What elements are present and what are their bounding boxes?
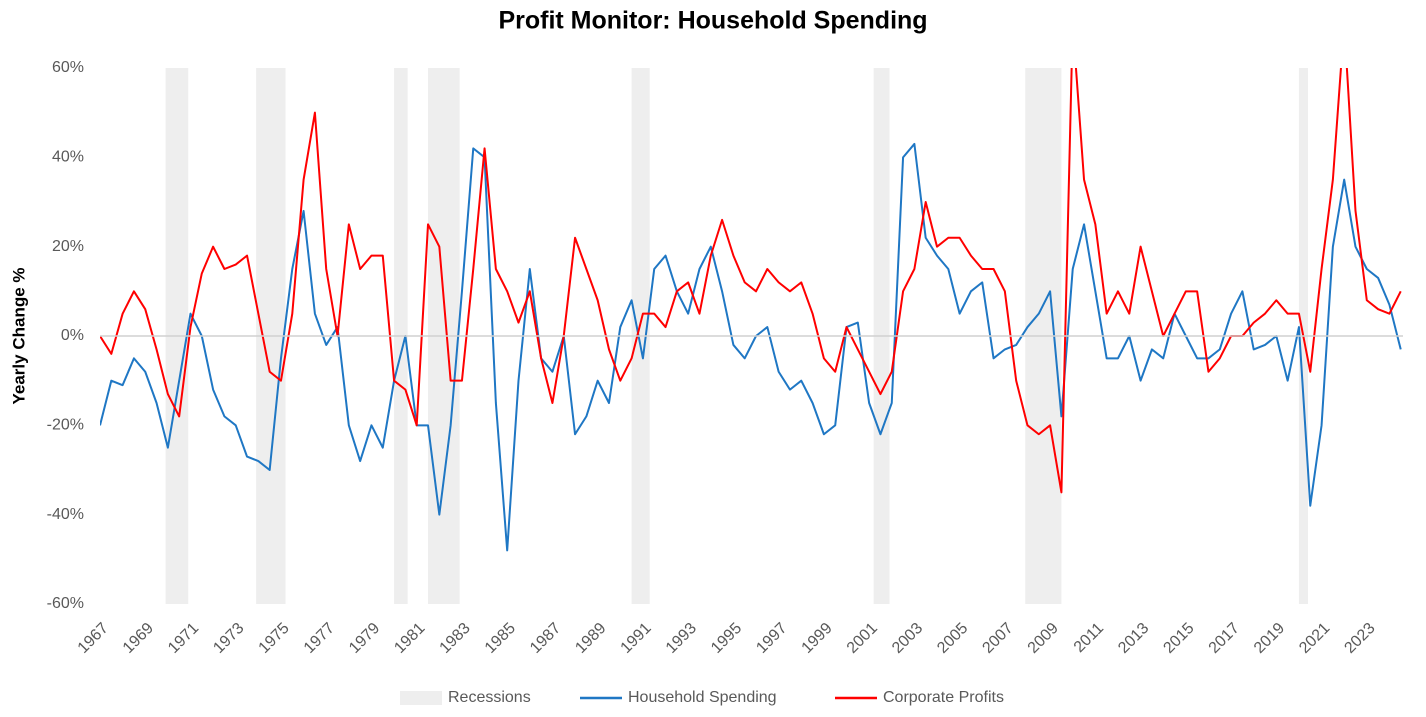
x-tick-label: 1989: [572, 620, 609, 657]
x-tick-label: 1993: [663, 620, 700, 657]
y-tick-label: 0%: [61, 327, 84, 344]
x-tick-label: 2005: [934, 620, 971, 657]
x-tick-label: 2023: [1341, 620, 1378, 657]
y-tick-label: -60%: [47, 595, 84, 612]
x-tick-label: 2003: [889, 620, 926, 657]
x-tick-label: 1981: [391, 620, 428, 657]
series-line: [100, 68, 1402, 494]
legend-label: Corporate Profits: [883, 689, 1004, 706]
x-tick-label: 1967: [75, 620, 112, 657]
plot-area: [100, 68, 1402, 604]
y-tick-label: 20%: [52, 238, 84, 255]
x-tick-label: 2017: [1206, 620, 1243, 657]
y-tick-label: 60%: [52, 59, 84, 76]
y-axis-label: Yearly Change %: [9, 267, 28, 404]
x-tick-label: 1975: [256, 620, 293, 657]
x-tick-label: 1991: [618, 620, 655, 657]
x-tick-label: 2015: [1160, 620, 1197, 657]
series-line: [100, 142, 1402, 552]
x-tick-label: 2013: [1115, 620, 1152, 657]
x-tick-label: 2009: [1025, 620, 1062, 657]
x-tick-label: 1979: [346, 620, 383, 657]
x-tick-label: 1999: [799, 620, 836, 657]
x-tick-label: 2001: [844, 620, 881, 657]
legend-label: Household Spending: [628, 689, 777, 706]
y-tick-label: -20%: [47, 417, 84, 434]
x-tick-label: 1995: [708, 620, 745, 657]
x-tick-label: 2011: [1071, 620, 1107, 656]
x-tick-label: 1983: [437, 620, 474, 657]
y-tick-label: -40%: [47, 506, 84, 523]
legend-swatch: [400, 691, 442, 705]
x-tick-label: 1997: [753, 620, 790, 657]
x-tick-label: 1969: [120, 620, 157, 657]
x-tick-label: 2007: [979, 620, 1016, 657]
x-tick-label: 2019: [1251, 620, 1288, 657]
x-tick-label: 1987: [527, 620, 564, 657]
legend-label: Recessions: [448, 689, 531, 706]
chart-title: Profit Monitor: Household Spending: [498, 7, 927, 35]
y-tick-label: 40%: [52, 149, 84, 166]
x-tick-label: 1977: [301, 620, 338, 657]
x-tick-label: 2021: [1296, 620, 1333, 657]
x-tick-label: 1985: [482, 620, 519, 657]
x-tick-label: 1971: [165, 620, 202, 657]
x-tick-label: 1973: [210, 620, 247, 657]
